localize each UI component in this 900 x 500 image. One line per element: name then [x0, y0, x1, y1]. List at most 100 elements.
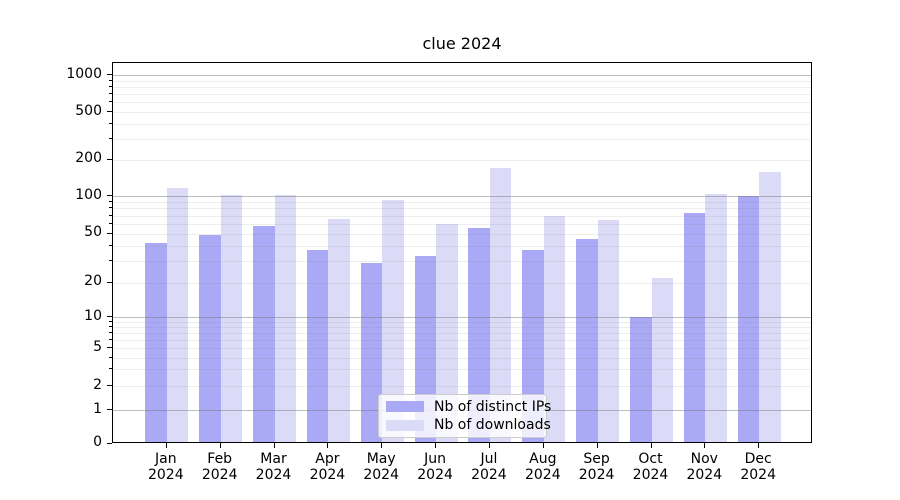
month-line: Jan: [155, 451, 177, 467]
year-line: 2024: [686, 467, 723, 483]
bar-distinct-ips-sep: [576, 239, 598, 442]
x-tick-apr: [327, 443, 329, 448]
bar-downloads-jun: [436, 223, 458, 442]
bar-distinct-ips-mar: [253, 225, 275, 442]
x-tick-may: [381, 443, 383, 448]
bar-downloads-aug: [543, 215, 566, 442]
gridline-6: [113, 340, 811, 342]
gridline-80: [113, 208, 811, 210]
x-tick-label-dec: Dec 2024: [728, 451, 788, 483]
y-tick-label-0: 0: [93, 434, 102, 451]
bar-distinct-ips-feb: [199, 234, 221, 442]
y-minor-tick-600: [109, 101, 112, 103]
x-tick-label-jun: Jun 2024: [405, 451, 465, 483]
y-minor-tick-30: [109, 260, 112, 261]
x-tick-mar: [273, 443, 275, 448]
y-tick-100: [107, 195, 112, 197]
y-tick-label-200: 200: [75, 150, 102, 167]
bar-downloads-mar: [274, 194, 296, 442]
y-minor-tick-70: [109, 214, 112, 216]
gridline-40: [113, 245, 811, 247]
bar-distinct-ips-apr: [306, 249, 329, 442]
y-tick-label-2: 2: [93, 376, 102, 393]
y-tick-label-5: 5: [93, 338, 102, 355]
month-line: Apr: [315, 451, 340, 467]
legend-label-distinct-ips: Nb of distinct IPs: [434, 398, 552, 415]
gridline-500: [113, 112, 811, 113]
month-line: Jul: [480, 451, 498, 467]
gridline-2: [113, 386, 811, 387]
y-minor-tick-80: [109, 207, 112, 209]
y-minor-tick-7: [109, 332, 112, 334]
year-line: 2024: [255, 467, 292, 483]
legend-item-downloads: Nb of downloads: [386, 416, 551, 434]
x-tick-label-jul: Jul 2024: [459, 451, 519, 483]
year-line: 2024: [578, 467, 615, 483]
bar-downloads-dec: [759, 171, 781, 442]
y-minor-tick-2: [109, 385, 112, 386]
year-line: 2024: [740, 467, 776, 483]
month-line: Aug: [529, 451, 557, 467]
bar-downloads-jan: [166, 188, 189, 442]
gridline-7: [113, 333, 811, 335]
y-tick-label-1000: 1000: [66, 65, 102, 82]
bar-distinct-ips-dec: [737, 196, 760, 442]
gridline-60: [113, 223, 811, 225]
gridline-200: [113, 159, 811, 161]
month-line: Oct: [638, 451, 663, 467]
gridline-90: [113, 202, 811, 203]
gridline-400: [113, 123, 811, 125]
y-minor-tick-4: [109, 356, 112, 358]
y-tick-1000: [107, 74, 112, 75]
y-tick-label-1: 1: [93, 400, 102, 417]
x-tick-jun: [435, 443, 437, 448]
x-tick-feb: [219, 443, 221, 448]
x-tick-label-may: May 2024: [351, 451, 411, 483]
bar-downloads-apr: [328, 218, 350, 442]
bar-downloads-oct: [651, 277, 673, 442]
x-tick-label-jan: Jan 2024: [136, 451, 196, 483]
plot-area: [112, 62, 812, 443]
y-tick-0: [107, 442, 112, 444]
y-minor-tick-9: [109, 320, 112, 322]
gridline-700: [113, 94, 811, 95]
year-line: 2024: [632, 467, 669, 483]
x-tick-label-apr: Apr 2024: [297, 451, 357, 483]
year-line: 2024: [201, 467, 238, 483]
gridline-70: [113, 215, 811, 217]
y-minor-tick-900: [109, 79, 112, 81]
gridline-9: [113, 321, 811, 323]
bar-downloads-jul: [489, 168, 512, 442]
legend-label-downloads: Nb of downloads: [434, 417, 551, 434]
bar-distinct-ips-jul: [468, 227, 490, 442]
y-minor-tick-5: [109, 347, 112, 349]
month-line: Jun: [424, 451, 447, 467]
y-minor-tick-20: [109, 281, 112, 283]
bar-downloads-may: [382, 200, 404, 442]
gridline-3: [113, 369, 811, 371]
gridline-100: [113, 196, 811, 198]
x-tick-label-nov: Nov 2024: [674, 451, 734, 483]
year-line: 2024: [471, 467, 507, 483]
month-line: May: [366, 451, 396, 467]
bar-distinct-ips-aug: [522, 249, 544, 442]
month-line: Dec: [744, 451, 772, 467]
gridline-900: [113, 80, 811, 82]
gridline-5: [113, 348, 811, 350]
gridline-8: [113, 327, 811, 329]
legend-swatch: [386, 401, 424, 413]
bar-distinct-ips-nov: [683, 212, 706, 442]
x-tick-jan: [165, 443, 167, 448]
bar-downloads-sep: [597, 220, 620, 442]
x-tick-label-oct: Oct 2024: [621, 451, 681, 483]
gridline-1000: [113, 75, 811, 76]
legend: Nb of distinct IPs Nb of downloads: [378, 394, 551, 438]
y-minor-tick-800: [109, 85, 112, 87]
legend-swatch: [386, 419, 424, 431]
year-line: 2024: [363, 467, 399, 483]
chart-title: clue 2024: [422, 34, 502, 53]
x-tick-label-sep: Sep 2024: [567, 451, 627, 483]
year-line: 2024: [147, 467, 184, 483]
gridline-20: [113, 282, 811, 284]
